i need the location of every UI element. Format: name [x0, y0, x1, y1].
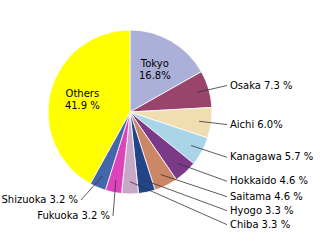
leader-line: [177, 163, 227, 181]
slice-label: Shizuoka3.2 %: [1, 194, 78, 205]
slice-label: Others41.9 %: [65, 88, 100, 111]
label-category: Chiba: [230, 219, 259, 230]
leader-line: [197, 86, 227, 93]
label-value: 41.9 %: [65, 100, 100, 111]
label-value: 5.7 %: [285, 151, 314, 162]
label-value: 4.6 %: [279, 175, 308, 186]
slice-label: Chiba3.3 %: [230, 219, 290, 230]
label-value: 16.8%: [139, 70, 171, 81]
label-category: Hyogo: [230, 205, 262, 216]
label-value: 3.3 %: [262, 219, 291, 230]
label-category: Aichi: [230, 119, 254, 130]
label-value: 6.0%: [257, 119, 282, 130]
pie-chart: Tokyo16.8% Others41.9 % Osaka7.3 % Aichi6.0…: [0, 0, 336, 250]
leader-line: [199, 121, 227, 124]
label-value: 4.6 %: [274, 191, 303, 202]
label-category: Fukuoka: [37, 210, 78, 221]
slice-label: Aichi6.0%: [230, 119, 283, 130]
label-category: Saitama: [230, 191, 271, 202]
slice-label: Kanagawa5.7 %: [230, 151, 313, 162]
chart-container: Tokyo16.8% Others41.9 % Osaka7.3 % Aichi6.0…: [0, 0, 336, 250]
slice-label: Hyogo3.3 %: [230, 205, 294, 216]
slice-label: Osaka7.3 %: [230, 80, 293, 91]
slice-label: Fukuoka3.2 %: [37, 210, 110, 221]
labels: Tokyo16.8% Others41.9 % Osaka7.3 % Aichi6.0…: [1, 58, 313, 230]
label-value: 7.3 %: [264, 80, 293, 91]
pie-wedge: [48, 30, 130, 184]
label-value: 3.3 %: [265, 205, 294, 216]
slice-label: Tokyo16.8%: [139, 58, 171, 81]
slice-label: Saitama4.6 %: [230, 191, 303, 202]
label-category: Others: [66, 88, 100, 99]
label-value: 3.2 %: [49, 194, 78, 205]
label-category: Hokkaido: [230, 175, 276, 186]
leader-line: [81, 176, 102, 200]
wedges: [48, 30, 212, 194]
leader-line: [191, 146, 227, 158]
slice-label: Hokkaido4.6 %: [230, 175, 308, 186]
leader-lines: [81, 86, 227, 225]
leader-line: [161, 175, 227, 197]
label-category: Osaka: [230, 80, 261, 91]
leader-line: [113, 180, 116, 216]
label-category: Tokyo: [140, 58, 169, 69]
leader-line: [130, 182, 227, 225]
label-value: 3.2 %: [81, 210, 110, 221]
label-category: Shizuoka: [1, 194, 46, 205]
label-category: Kanagawa: [230, 151, 282, 162]
